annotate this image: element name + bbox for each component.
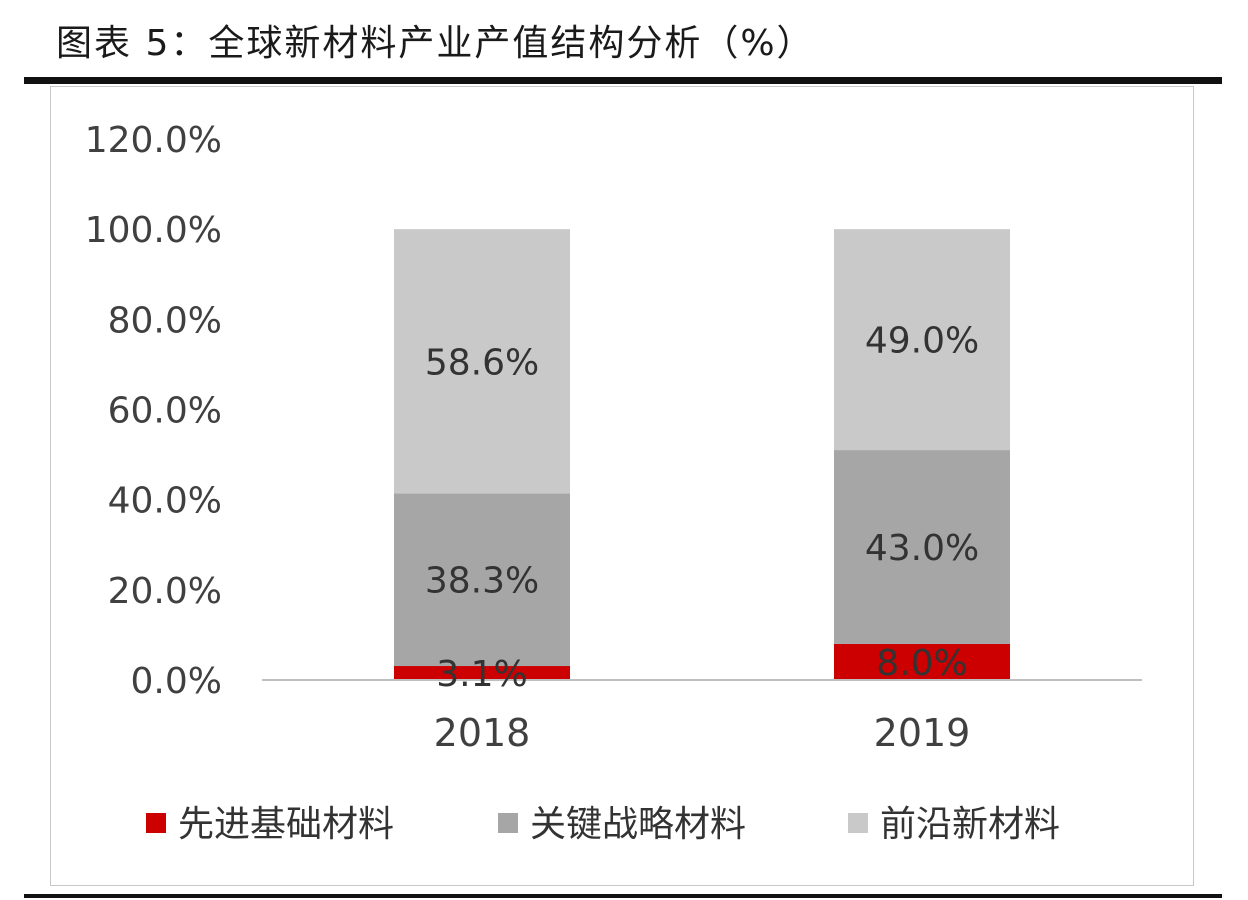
bar-segment: [834, 229, 1010, 451]
bar-segment: [394, 666, 570, 680]
chart-title: 图表 5：全球新材料产业产值结构分析（%）: [56, 23, 815, 64]
legend-swatch: [848, 813, 868, 833]
y-tick-label: 20.0%: [108, 571, 222, 612]
y-tick-label: 40.0%: [108, 481, 222, 522]
y-tick-label: 80.0%: [108, 300, 222, 341]
data-label: 58.6%: [425, 342, 539, 383]
bar-segment: [834, 643, 1010, 680]
y-tick-label: 120.0%: [85, 120, 222, 161]
data-label: 3.1%: [436, 654, 527, 695]
bar-segment: [834, 450, 1010, 644]
title-rule: [24, 77, 1222, 84]
data-label: 43.0%: [865, 528, 979, 569]
legend-label: 先进基础材料: [178, 804, 394, 845]
data-label: 38.3%: [425, 561, 539, 602]
y-axis-ticks: 0.0% 20.0% 40.0% 60.0% 80.0% 100.0% 120.0%: [85, 120, 222, 702]
x-axis-categories: 2018 2019: [434, 711, 971, 755]
data-label: 8.0%: [876, 643, 967, 684]
legend: 先进基础材料 关键战略材料 前沿新材料: [146, 804, 1060, 845]
y-tick-label: 100.0%: [85, 210, 222, 251]
data-labels: 3.1% 38.3% 58.6% 8.0% 43.0% 49.0%: [425, 321, 979, 695]
y-tick-label: 0.0%: [131, 661, 222, 702]
bar-segment: [394, 229, 570, 494]
x-category-label: 2018: [434, 711, 531, 755]
chart-frame: [50, 86, 1194, 886]
bottom-rule: [24, 894, 1222, 898]
y-tick-label: 60.0%: [108, 391, 222, 432]
legend-swatch: [498, 813, 518, 833]
bars: [394, 229, 1010, 680]
legend-label: 前沿新材料: [880, 804, 1060, 845]
bar-segment: [394, 493, 570, 667]
data-label: 49.0%: [865, 321, 979, 362]
legend-label: 关键战略材料: [530, 804, 746, 845]
legend-swatch: [146, 813, 166, 833]
x-category-label: 2019: [874, 711, 971, 755]
